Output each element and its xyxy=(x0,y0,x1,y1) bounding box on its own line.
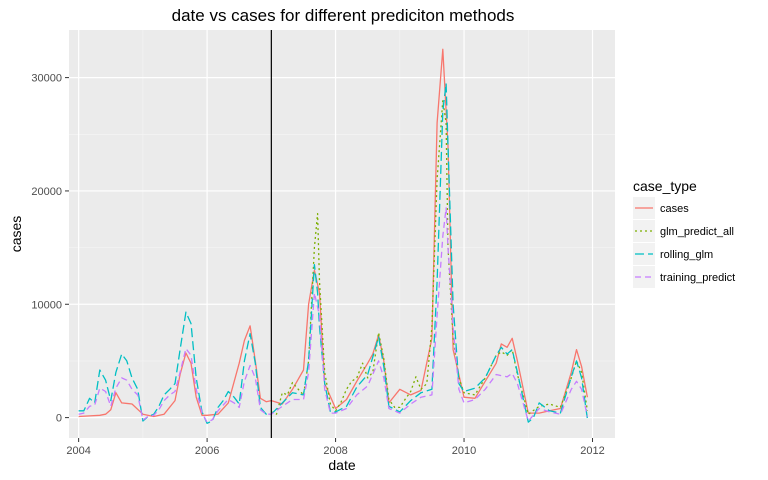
series-line-glm_predict_all xyxy=(271,99,589,415)
y-tick-label: 30000 xyxy=(31,73,62,85)
x-tick-label: 2008 xyxy=(323,445,347,457)
legend-title: case_type xyxy=(633,178,697,194)
legend-key-box xyxy=(633,266,655,288)
legend-label: rolling_glm xyxy=(660,249,713,261)
series-layer xyxy=(78,48,589,424)
y-tick-label: 10000 xyxy=(31,299,62,311)
legend-label: cases xyxy=(660,203,689,215)
y-tick-label: 20000 xyxy=(31,186,62,198)
legend: case_type cases glm_predict_all rolling_gl… xyxy=(633,178,735,288)
legend-items: cases glm_predict_all rolling_glm training_… xyxy=(633,197,735,288)
series-line-rolling_glm xyxy=(78,82,589,424)
x-tick-label: 2006 xyxy=(195,445,219,457)
legend-label: glm_predict_all xyxy=(660,226,734,238)
x-axis-title: date xyxy=(328,457,355,473)
legend-key-box xyxy=(633,220,655,242)
y-axis-ticks: 0 10000 20000 30000 xyxy=(31,73,69,425)
x-tick-label: 2012 xyxy=(580,445,604,457)
series-line-training_predict xyxy=(78,207,589,423)
y-tick-label: 0 xyxy=(56,413,62,425)
legend-label: training_predict xyxy=(660,272,735,284)
x-tick-label: 2010 xyxy=(452,445,476,457)
chart-title: date vs cases for different prediciton m… xyxy=(172,6,515,25)
x-tick-label: 2004 xyxy=(66,445,90,457)
x-axis-ticks: 2004 2006 2008 2010 2012 xyxy=(66,438,605,457)
y-axis-title: cases xyxy=(8,216,24,253)
plot-panel xyxy=(69,30,615,438)
grid-major xyxy=(69,30,615,438)
